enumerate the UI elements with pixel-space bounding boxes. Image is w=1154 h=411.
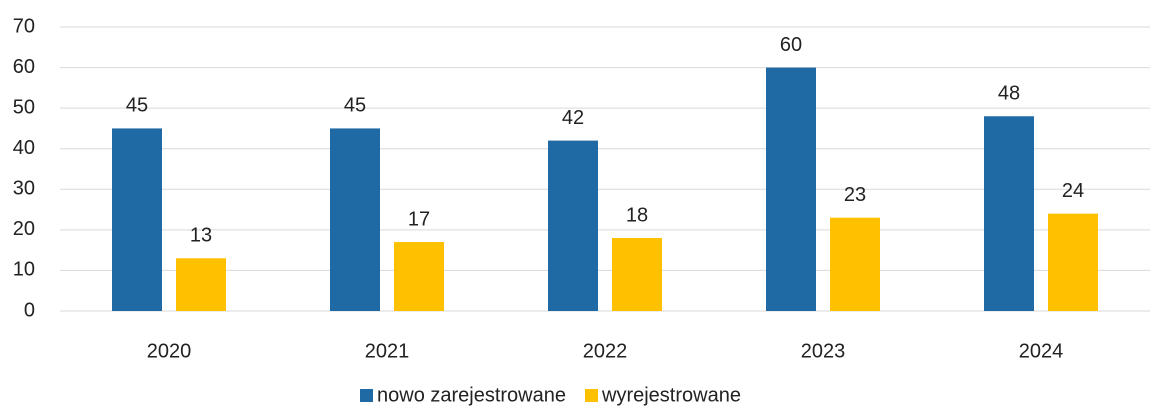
- y-tick-label: 20: [13, 218, 35, 240]
- y-tick-label: 10: [13, 259, 35, 281]
- data-label: 17: [408, 208, 430, 230]
- y-tick-label: 40: [13, 137, 35, 159]
- legend-swatch: [360, 389, 373, 402]
- y-tick-label: 70: [13, 15, 35, 37]
- data-label: 45: [344, 95, 366, 117]
- bar: [984, 116, 1034, 311]
- bar: [330, 128, 380, 311]
- x-tick-label: 2020: [147, 340, 192, 362]
- data-label: 48: [998, 83, 1020, 105]
- data-label: 18: [626, 204, 648, 226]
- legend-label: wyrejestrowane: [601, 384, 741, 406]
- bar: [394, 242, 444, 311]
- data-label: 42: [562, 107, 584, 129]
- x-tick-label: 2022: [583, 340, 628, 362]
- y-tick-label: 60: [13, 56, 35, 78]
- bar: [112, 128, 162, 311]
- data-label: 60: [780, 34, 802, 56]
- bar: [766, 67, 816, 311]
- x-tick-label: 2024: [1019, 340, 1064, 362]
- y-tick-label: 50: [13, 96, 35, 118]
- legend-label: nowo zarejestrowane: [377, 384, 566, 406]
- bar: [176, 258, 226, 311]
- data-label: 45: [126, 95, 148, 117]
- x-tick-label: 2021: [365, 340, 410, 362]
- bar: [548, 140, 598, 311]
- legend-swatch: [585, 389, 598, 402]
- data-label: 23: [844, 184, 866, 206]
- bar: [1048, 213, 1098, 311]
- x-tick-label: 2023: [801, 340, 846, 362]
- bar: [612, 237, 662, 311]
- bar: [830, 217, 880, 311]
- y-tick-label: 0: [24, 299, 35, 321]
- data-label: 13: [190, 225, 212, 247]
- data-label: 24: [1062, 180, 1084, 202]
- y-tick-label: 30: [13, 178, 35, 200]
